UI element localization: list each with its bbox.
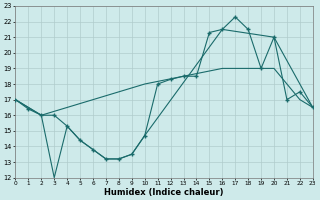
X-axis label: Humidex (Indice chaleur): Humidex (Indice chaleur) bbox=[104, 188, 224, 197]
